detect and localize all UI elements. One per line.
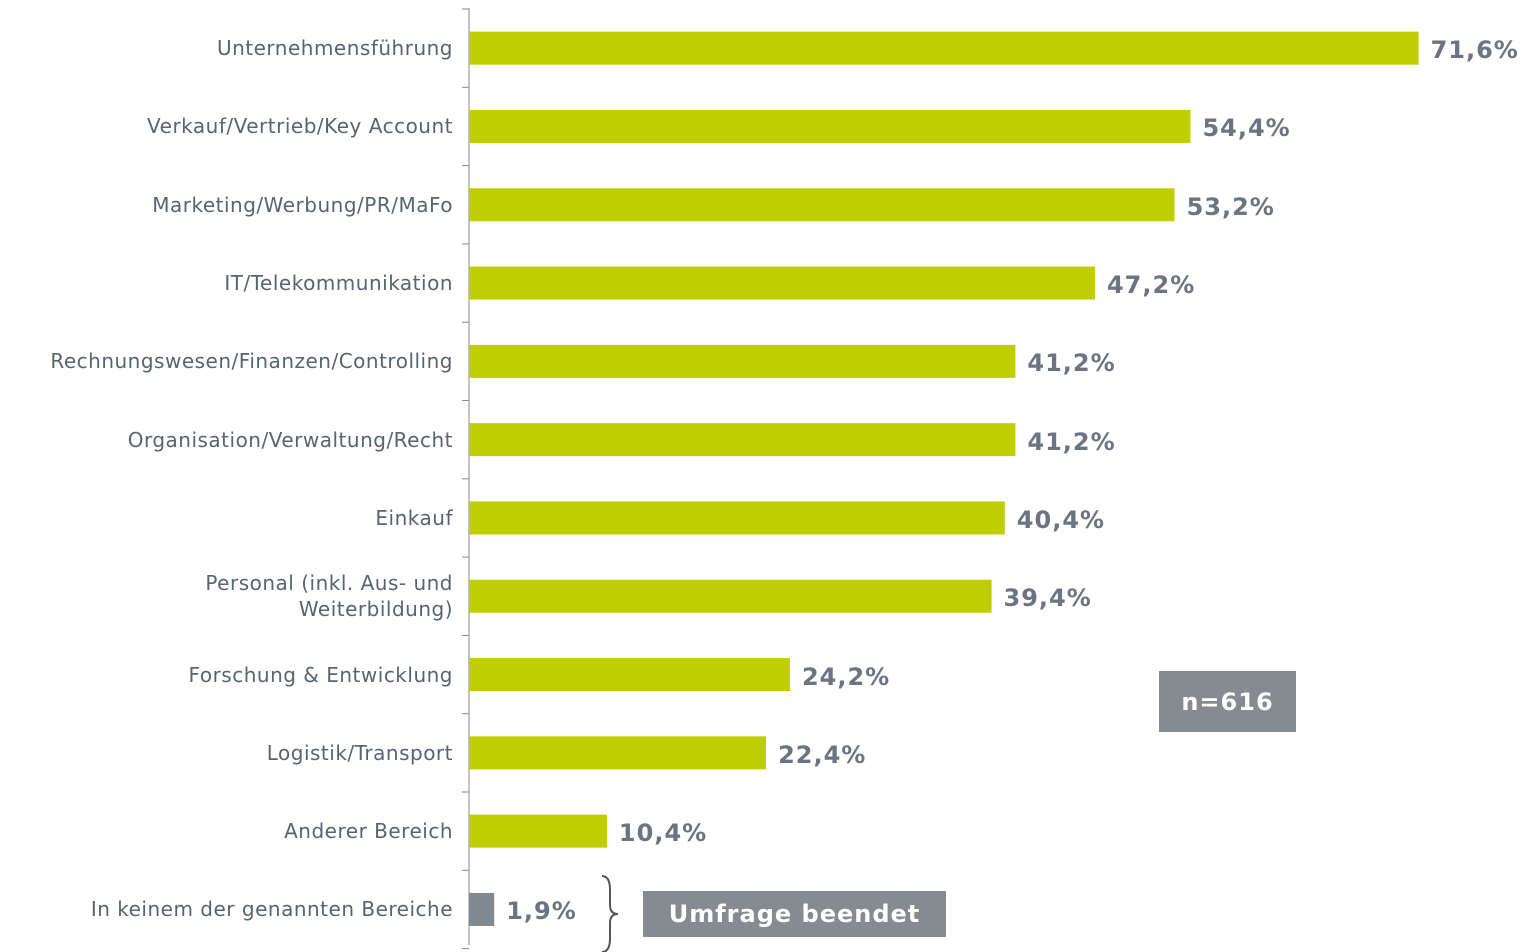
bar <box>469 109 1191 143</box>
value-label: 54,4% <box>1202 114 1291 143</box>
value-label: 1,9% <box>506 897 577 926</box>
category-label: Unternehmensführung <box>216 36 453 61</box>
value-label: 24,2% <box>801 662 891 691</box>
value-label: 71,6% <box>1430 36 1519 65</box>
category-label: Organisation/Verwaltung/Recht <box>127 427 453 452</box>
bar <box>469 892 495 926</box>
bar <box>469 344 1016 378</box>
category-label: Personal (inkl. Aus- und Weiterbildung) <box>205 571 453 622</box>
category-label: Forschung & Entwicklung <box>188 662 453 687</box>
value-label: 39,4% <box>1003 584 1092 613</box>
category-label: Anderer Bereich <box>284 819 453 844</box>
bar <box>469 423 1016 457</box>
bar <box>469 579 992 613</box>
category-label: Verkauf/Vertrieb/Key Account <box>147 114 453 139</box>
survey-ended: Umfrage beendet <box>643 891 946 937</box>
category-label: IT/Telekommunikation <box>224 271 453 296</box>
value-label: 10,4% <box>618 819 708 848</box>
bar <box>469 658 790 692</box>
bar <box>469 736 767 770</box>
value-label: 41,2% <box>1027 349 1116 378</box>
value-label: 47,2% <box>1106 271 1196 300</box>
value-label: 22,4% <box>778 740 867 769</box>
category-label: Einkauf <box>375 505 453 530</box>
bar <box>469 501 1005 535</box>
bar <box>469 188 1175 222</box>
bar <box>469 31 1419 65</box>
category-label: Rechnungswesen/Finanzen/Controlling <box>50 349 453 374</box>
bar <box>469 266 1095 300</box>
category-label: Marketing/Werbung/PR/MaFo <box>152 192 453 217</box>
value-label: 53,2% <box>1186 192 1275 221</box>
category-label: Logistik/Transport <box>266 740 453 765</box>
bar <box>469 814 607 848</box>
category-label: In keinem der genannten Bereiche <box>90 897 453 922</box>
value-label: 41,2% <box>1027 427 1116 456</box>
sample-size: n=616 <box>1159 671 1296 732</box>
value-label: 40,4% <box>1016 505 1106 534</box>
brace <box>601 875 619 952</box>
